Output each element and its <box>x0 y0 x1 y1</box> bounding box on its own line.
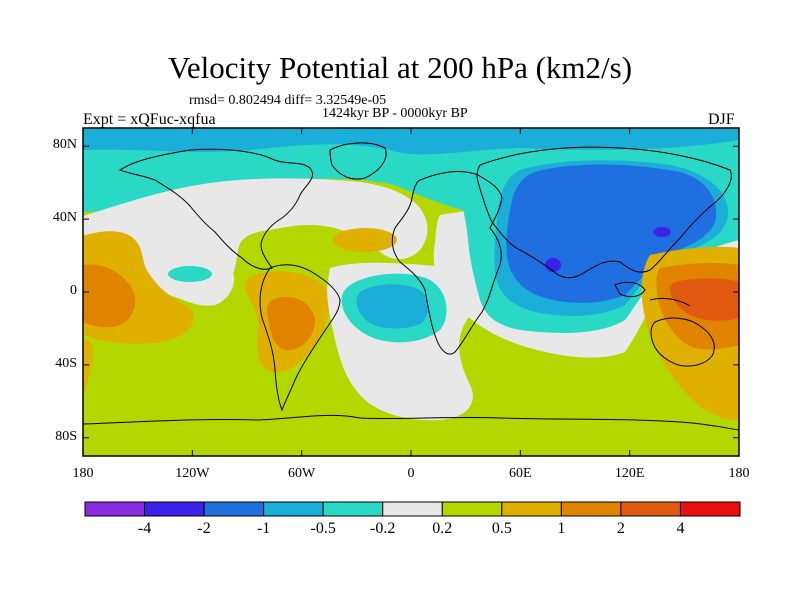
colorbar-label: -1 <box>256 520 271 537</box>
colorbar <box>84 501 741 517</box>
colorbar-label: 2 <box>616 520 625 537</box>
colorbar-label: -0.2 <box>370 520 396 537</box>
colorbar-swatch <box>144 501 205 517</box>
coast-maritime-continent <box>614 281 691 307</box>
stats-line: rmsd= 0.802494 diff= 3.32549e-05 <box>189 93 387 108</box>
colorbar-swatch <box>203 501 265 517</box>
coast-australia <box>650 317 715 367</box>
coast-antarctica <box>82 414 740 431</box>
colorbar-swatch <box>560 501 622 517</box>
contour-west-pacific-darkorange <box>83 264 136 328</box>
velocity-potential-field <box>83 128 739 456</box>
colorbar-label: -0.5 <box>310 520 336 537</box>
x-tick-label: 0 <box>407 466 415 481</box>
colorbar-label: -4 <box>137 520 152 537</box>
colorbar-label: 0.5 <box>491 520 512 537</box>
x-tick-label: 180 <box>72 466 94 481</box>
coast-asia <box>476 146 732 279</box>
coast-greenland <box>329 142 387 180</box>
contour-pacific-cyan-core <box>168 266 212 282</box>
colorbar-swatch <box>501 501 562 517</box>
period-label: 1424kyr BP - 0000kyr BP <box>322 106 468 121</box>
colorbar-label: 1 <box>557 520 566 537</box>
contour-atlantic-lightblue <box>356 284 429 329</box>
y-tick-label: 40S <box>55 355 77 371</box>
experiment-label: Expt = xQFuc-xqfua <box>83 111 216 128</box>
x-tick-label: 180 <box>728 466 750 481</box>
x-tick-label: 60W <box>288 466 316 481</box>
contour-australia-redorange <box>670 278 739 321</box>
colorbar-swatch <box>382 501 443 517</box>
colorbar-swatch <box>322 501 384 517</box>
contour-india-deepblue <box>545 258 561 272</box>
y-tick-label: 0 <box>70 283 77 298</box>
colorbar-swatch <box>679 501 741 517</box>
colorbar-label: 4 <box>676 520 685 537</box>
contour-atlantic-orange <box>333 228 397 252</box>
contour-south-america-darkorange <box>266 296 315 351</box>
colorbar-swatch <box>84 501 146 517</box>
coast-north-america <box>118 148 314 270</box>
coastlines <box>82 142 740 431</box>
coast-south-america <box>259 264 341 412</box>
chart-title: Velocity Potential at 200 hPa (km2/s) <box>167 50 633 85</box>
contour-dateline-orange <box>83 339 93 395</box>
y-tick-label: 80S <box>55 428 77 444</box>
colorbar-label: -2 <box>197 520 211 537</box>
x-tick-label: 120W <box>175 466 210 481</box>
colorbar-swatch <box>441 501 503 517</box>
axis-ticks <box>82 128 740 456</box>
colorbar-swatch <box>620 501 681 517</box>
x-tick-label: 120E <box>614 466 645 481</box>
y-tick-label: 40N <box>52 210 77 226</box>
contour-japan-deepblue <box>653 227 671 237</box>
colorbar-swatch <box>263 501 324 517</box>
y-tick-label: 80N <box>52 137 77 153</box>
season-label: DJF <box>708 111 735 128</box>
colorbar-label: 0.2 <box>432 520 453 537</box>
x-tick-label: 60E <box>509 466 532 481</box>
coast-africa-europe <box>391 170 503 355</box>
